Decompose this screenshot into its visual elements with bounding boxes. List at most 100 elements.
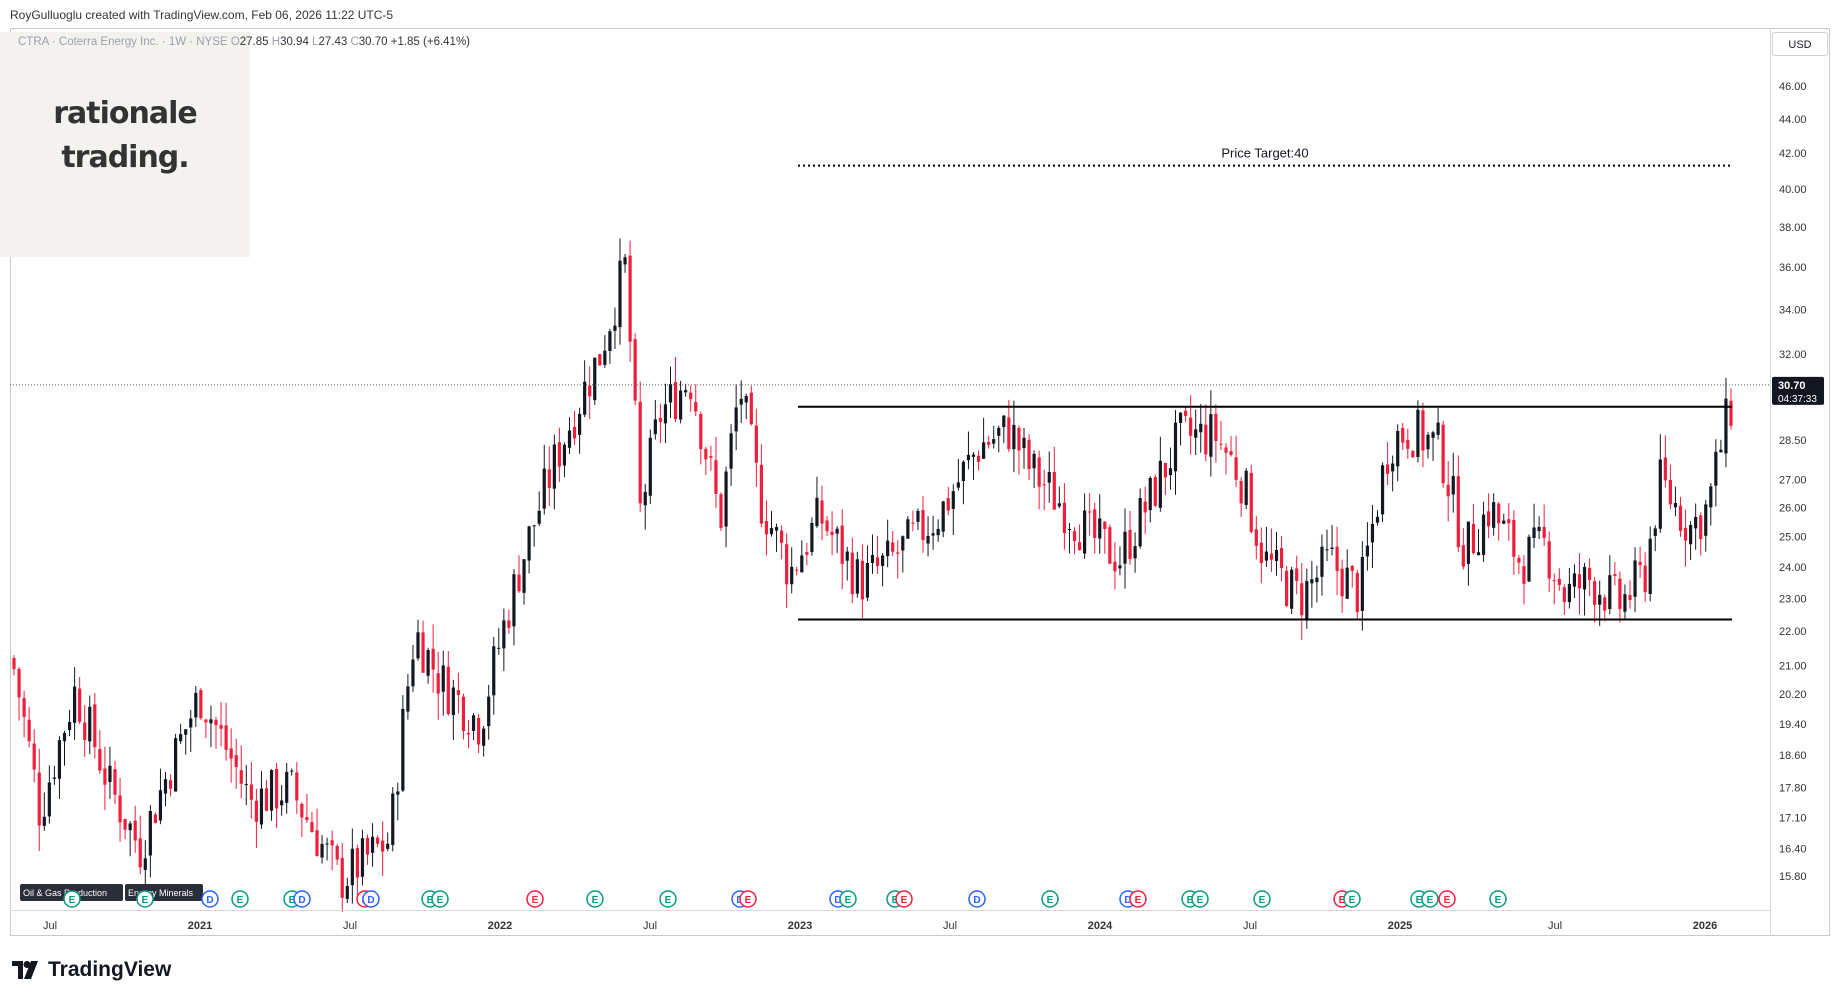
time-axis-label: 2026	[1693, 920, 1717, 932]
earnings-marker-icon	[231, 890, 249, 908]
candle	[78, 676, 82, 725]
price-target-label: Price Target:40	[1221, 146, 1308, 161]
candle	[1411, 450, 1415, 459]
candle	[153, 812, 157, 824]
candle	[1628, 580, 1632, 609]
candle	[1113, 542, 1117, 590]
candle	[259, 771, 264, 829]
candle	[1133, 532, 1137, 573]
price-tick-label: 24.00	[1779, 562, 1807, 574]
candle	[143, 840, 147, 889]
candle	[1547, 531, 1551, 592]
candle	[471, 713, 476, 741]
candle	[1083, 493, 1087, 559]
candle	[67, 709, 72, 737]
candle	[987, 435, 991, 449]
time-axis-label: Jul	[1548, 920, 1562, 932]
candle	[335, 843, 339, 865]
earnings-marker-icon	[1438, 890, 1456, 908]
tradingview-brand[interactable]: TradingView	[12, 958, 171, 982]
candle	[199, 687, 203, 720]
candle	[608, 328, 612, 364]
candle	[1719, 439, 1723, 453]
candle	[1027, 433, 1031, 481]
ohlc-close: 30.70	[358, 36, 388, 48]
event-marker-label: D	[973, 895, 980, 906]
candle	[1577, 553, 1582, 615]
candle	[98, 730, 102, 774]
candle	[916, 508, 920, 531]
candle	[93, 692, 97, 759]
symbol-name[interactable]: CTRA · Coterra Energy Inc. · 1W · NYSE	[18, 36, 228, 48]
event-marker-label: E	[1349, 895, 1356, 906]
candle	[1613, 562, 1617, 586]
price-tick-label: 17.80	[1779, 783, 1807, 795]
event-marker-label: E	[592, 895, 599, 906]
candle	[88, 695, 92, 755]
candle	[239, 745, 243, 799]
candle	[194, 685, 198, 727]
candle	[1108, 524, 1112, 565]
candle	[1729, 388, 1733, 430]
candle	[17, 666, 21, 721]
candle	[1178, 412, 1183, 446]
candle	[52, 766, 56, 785]
candle	[1426, 431, 1430, 459]
candle	[729, 424, 733, 486]
candle	[1032, 450, 1036, 489]
time-axis-label: 2023	[788, 920, 812, 932]
candle	[1098, 494, 1102, 554]
sector-tag-label: Energy Minerals	[128, 888, 194, 898]
candle	[1234, 435, 1238, 488]
candle	[673, 356, 678, 423]
candle	[416, 619, 420, 661]
candle	[537, 491, 541, 527]
price-tick-label: 26.00	[1779, 503, 1807, 515]
candle	[1633, 547, 1637, 613]
currency-selector[interactable]: USD	[1772, 32, 1828, 56]
candle	[285, 763, 289, 814]
candle	[663, 383, 668, 444]
candle	[1588, 558, 1592, 597]
candle	[1163, 462, 1167, 496]
candle	[406, 674, 410, 720]
candle	[603, 335, 607, 368]
time-axis-label: 2024	[1088, 920, 1113, 932]
candle	[1264, 526, 1268, 568]
candle	[1002, 415, 1006, 444]
candle	[1608, 555, 1612, 615]
candle	[1279, 535, 1284, 582]
candle	[1300, 563, 1304, 640]
symbol-legend[interactable]: CTRA · Coterra Energy Inc. · 1W · NYSE O…	[18, 36, 470, 48]
price-tick-label: 21.00	[1779, 661, 1807, 673]
candle	[1325, 529, 1329, 561]
candle	[133, 805, 137, 853]
candle	[1022, 427, 1026, 469]
candle	[1153, 474, 1157, 508]
candle	[906, 516, 910, 540]
candle	[810, 517, 814, 556]
candle	[926, 516, 930, 557]
candle	[401, 695, 405, 792]
candle	[658, 403, 662, 444]
candle	[345, 877, 349, 904]
candle	[1582, 562, 1587, 616]
candle	[1502, 513, 1506, 525]
candle	[1007, 399, 1011, 453]
candle	[724, 466, 728, 548]
time-axis-border	[10, 910, 1770, 911]
candle	[47, 765, 51, 824]
earnings-marker-icon	[839, 890, 857, 908]
candle	[901, 535, 905, 573]
candle	[578, 407, 582, 454]
candle	[1269, 528, 1274, 572]
candle	[487, 684, 491, 740]
candle	[911, 510, 915, 532]
candle	[128, 821, 132, 857]
candle	[1244, 467, 1248, 510]
candle	[850, 537, 854, 604]
earnings-marker-icon	[659, 890, 677, 908]
dividend-marker-icon	[201, 890, 219, 908]
candle	[310, 812, 314, 833]
